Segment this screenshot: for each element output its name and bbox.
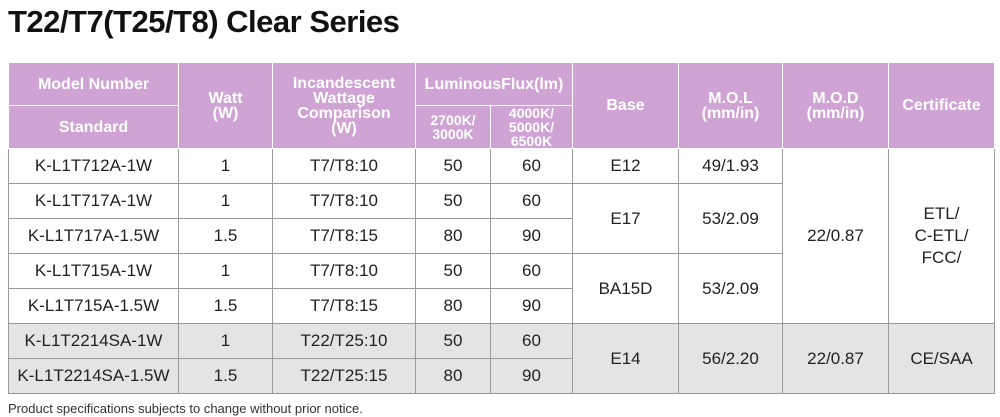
cell: 50 xyxy=(415,253,491,289)
cell: 50 xyxy=(415,148,491,184)
cell: T7/T8:10 xyxy=(272,253,416,289)
header-cell: LuminousFlux(lm) xyxy=(415,62,573,106)
cell: CE/SAA xyxy=(888,323,995,394)
header-cell: M.O.D (mm/in) xyxy=(782,62,889,149)
header-cell: 2700K/ 3000K xyxy=(415,105,491,149)
cell: K-L1T717A-1W xyxy=(8,183,179,219)
cell: 1 xyxy=(178,323,273,359)
cell: E12 xyxy=(572,148,679,184)
cell: 50 xyxy=(415,183,491,219)
row: K-L1T2214SA-1.5W 1.5 T22/T25:15 80 90 xyxy=(8,358,995,394)
cell: 1 xyxy=(178,148,273,184)
cell: T7/T8:15 xyxy=(272,218,416,254)
cell: E14 xyxy=(572,323,679,394)
cell: 60 xyxy=(490,183,573,219)
row: K-L1T717A-1.5W 1.5 T7/T8:15 80 90 xyxy=(8,218,995,254)
cell: K-L1T715A-1.5W xyxy=(8,288,179,324)
cell: K-L1T2214SA-1.5W xyxy=(8,358,179,394)
cell: 60 xyxy=(490,323,573,359)
cell: 1.5 xyxy=(178,358,273,394)
cell: 90 xyxy=(490,288,573,324)
cell: 80 xyxy=(415,288,491,324)
cell: 1.5 xyxy=(178,288,273,324)
cell: T22/T25:15 xyxy=(272,358,416,394)
cell: 22/0.87 xyxy=(782,148,889,324)
header-cell: Standard xyxy=(8,105,179,149)
header-cell: Model Number xyxy=(8,62,179,106)
cell: BA15D xyxy=(572,253,679,324)
cell: 60 xyxy=(490,148,573,184)
cell: ETL/ C-ETL/ FCC/ xyxy=(888,148,995,324)
cell: T22/T25:10 xyxy=(272,323,416,359)
row: K-L1T717A-1W 1 T7/T8:10 50 60 E17 53/2.09 xyxy=(8,183,995,254)
header-cell: M.O.L (mm/in) xyxy=(678,62,783,149)
header-cell: Certificate xyxy=(888,62,995,149)
title: T22/T7(T25/T8) Clear Series xyxy=(8,4,400,39)
cell: K-L1T712A-1W xyxy=(8,148,179,184)
cell: 60 xyxy=(490,253,573,289)
cell: K-L1T2214SA-1W xyxy=(8,323,179,359)
row: K-L1T2214SA-1W 1 T22/T25:10 50 60 E14 56/2.20 2… xyxy=(8,323,995,394)
spec-table: Model Number Watt (W) Incandescent Watta… xyxy=(8,62,995,394)
cell: 90 xyxy=(490,218,573,254)
cell: T7/T8:10 xyxy=(272,183,416,219)
cell: K-L1T715A-1W xyxy=(8,253,179,289)
header-cell: 4000K/ 5000K/ 6500K xyxy=(490,105,573,149)
cell: 1.5 xyxy=(178,218,273,254)
cell: 80 xyxy=(415,218,491,254)
row: K-L1T712A-1W 1 T7/T8:10 50 60 E12 49/1.93 22/0.… xyxy=(8,148,995,324)
cell: T7/T8:10 xyxy=(272,148,416,184)
row: K-L1T715A-1W 1 T7/T8:10 50 60 BA15D 53/2.09 xyxy=(8,253,995,324)
footnote: Product specifications subjects to chang… xyxy=(8,401,363,416)
cell: 90 xyxy=(490,358,573,394)
cell: 50 xyxy=(415,323,491,359)
cell: T7/T8:15 xyxy=(272,288,416,324)
row: K-L1T715A-1.5W 1.5 T7/T8:15 80 90 xyxy=(8,288,995,324)
header-cell: Incandescent Wattage Comparison (W) xyxy=(272,62,416,149)
cell: 80 xyxy=(415,358,491,394)
cell: 22/0.87 xyxy=(782,323,889,394)
cell: 1 xyxy=(178,183,273,219)
cell: 53/2.09 xyxy=(678,253,783,324)
cell: 49/1.93 xyxy=(678,148,783,184)
cell: 56/2.20 xyxy=(678,323,783,394)
header-cell: Watt (W) xyxy=(178,62,273,149)
header-cell: Base xyxy=(572,62,679,149)
cell: 53/2.09 xyxy=(678,183,783,254)
cell: E17 xyxy=(572,183,679,254)
cell: 1 xyxy=(178,253,273,289)
cell: K-L1T717A-1.5W xyxy=(8,218,179,254)
